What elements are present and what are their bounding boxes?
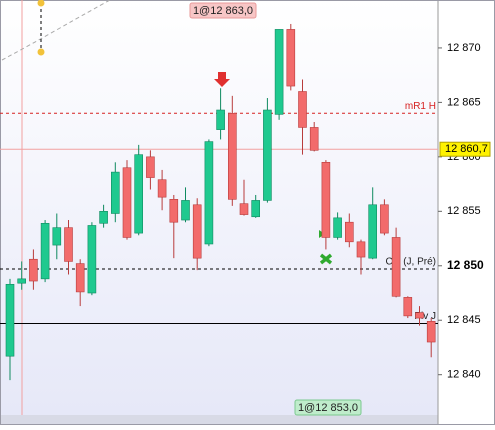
tool-handle	[37, 48, 45, 56]
y-tick-label: 12 845	[447, 314, 481, 326]
candle-body	[368, 204, 378, 259]
tool-handle	[37, 0, 45, 7]
candle-body	[99, 211, 108, 224]
order-tag	[294, 399, 362, 416]
plot-area	[0, 0, 438, 415]
candle-body	[29, 258, 38, 282]
y-tick-label: 12 840	[447, 369, 481, 381]
level-label: mR1 H	[405, 101, 436, 112]
exit-marker	[319, 253, 333, 265]
y-tick-label: 12 850	[447, 258, 484, 272]
candle-body	[192, 204, 202, 259]
candle-body	[344, 221, 354, 243]
candle-body	[286, 29, 296, 87]
candle-body	[380, 204, 389, 234]
sell-arrow	[214, 72, 230, 87]
candle-body	[157, 179, 167, 198]
order-label: 1@12 853,0	[298, 402, 358, 414]
candle-body	[239, 203, 249, 215]
candle-body	[64, 227, 73, 262]
candle-body	[415, 312, 424, 319]
candle-body	[321, 161, 331, 238]
candle-body	[5, 283, 15, 357]
bottom-strip	[0, 415, 438, 425]
candle-body	[391, 237, 401, 297]
candle-body	[263, 109, 272, 201]
candle-body	[298, 91, 307, 128]
candle-body	[134, 154, 143, 234]
candle-body	[75, 263, 85, 293]
candle-body	[309, 127, 319, 151]
candle-body	[52, 227, 62, 246]
candle-body	[111, 171, 120, 214]
candle-body	[204, 141, 214, 245]
level-label: Clo (J, Pré)	[385, 257, 436, 268]
candle-body	[356, 241, 366, 258]
candle-body	[181, 200, 190, 221]
order-label: 1@12 863,0	[193, 5, 253, 17]
candle-body	[169, 199, 179, 223]
candle-body	[146, 156, 155, 178]
candle-body	[228, 112, 237, 200]
candle-body	[216, 109, 225, 130]
arc-tool	[1, 0, 111, 61]
candle-body	[426, 321, 436, 343]
level-label: Piv J	[414, 311, 436, 322]
price-tag	[439, 141, 491, 157]
candle-body	[87, 225, 97, 294]
candle-body	[333, 217, 342, 238]
candle-body	[122, 167, 132, 238]
y-tick-label: 12 855	[447, 205, 481, 217]
order-tag	[189, 2, 257, 19]
y-tick-label: 12 865	[447, 96, 481, 108]
price-tag-label: 12 860,7	[445, 143, 488, 155]
candle-body	[40, 222, 50, 280]
candle-body	[403, 297, 413, 317]
candle-body	[251, 200, 260, 218]
candle-body	[17, 278, 27, 284]
candle-body	[274, 29, 284, 115]
y-tick-label: 12 870	[447, 42, 481, 54]
